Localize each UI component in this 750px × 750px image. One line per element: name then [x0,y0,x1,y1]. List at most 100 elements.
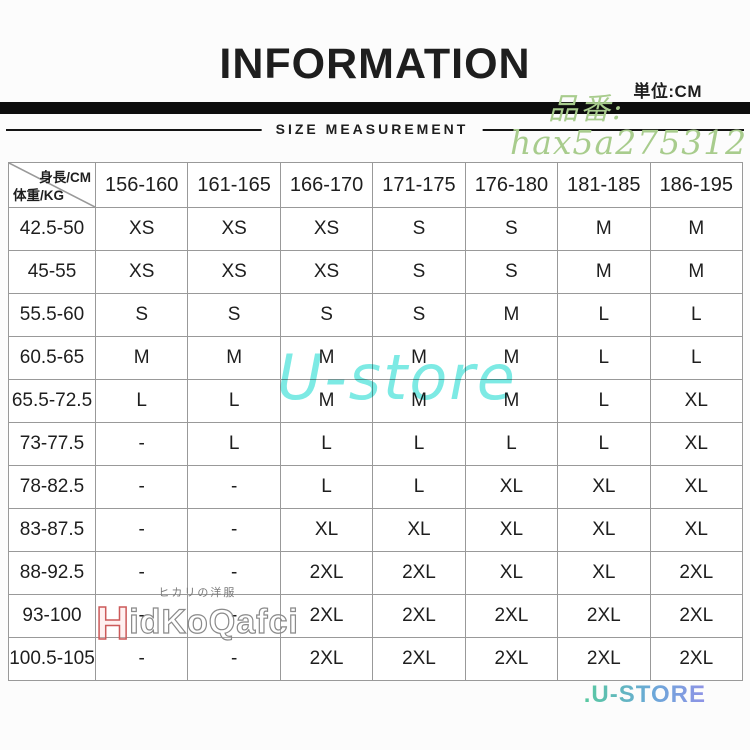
size-cell: M [464,379,559,423]
product-code-value: hax5a275312 [510,122,748,162]
table-row: 93-100- -2XL 2XL 2XL 2XL 2XL [8,594,744,638]
row-label: 65.5-72.5 [8,379,96,423]
product-code-watermark: 品番: hax5a275312 [510,94,747,160]
table-header-row: 身長/CM 体重/KG 156-160 161-165 166-170 171-175… [8,162,744,208]
corner-weight-label: 体重/KG [13,188,65,203]
size-cell: XS [279,207,374,251]
size-cell: M [279,336,374,380]
row-label: 78-82.5 [8,465,96,509]
size-cell: 2XL [279,594,374,638]
column-header: 156-160 [94,162,189,208]
size-cell: 2XL [372,551,466,595]
corner-height-label: 身長/CM [39,170,91,185]
logo-first-letter: H [95,597,130,649]
size-cell: L [187,379,281,423]
column-header: 181-185 [557,162,651,208]
row-label: 55.5-60 [8,293,96,337]
column-header: 166-170 [279,162,374,208]
size-cell: S [94,293,189,337]
row-label: 100.5-105 [8,637,96,681]
size-cell: XL [464,465,559,509]
size-cell: - [94,465,189,509]
table-row: 65.5-72.5 L L M M M L XL [8,379,744,423]
logo-subtext: ヒカリの洋服 [158,587,237,599]
size-cell: XL [279,508,374,552]
size-cell: 2XL [279,551,374,595]
row-label: 42.5-50 [8,207,96,251]
size-cell: L [372,422,466,466]
row-label: 88-92.5 [8,551,96,595]
corner-header-cell: 身長/CM 体重/KG [8,162,96,208]
hikari-logo: ヒカリの洋服 HidKoQafci [95,587,299,649]
row-label: 83-87.5 [8,508,96,552]
size-cell: S [372,293,466,337]
size-cell: XL [557,551,651,595]
size-cell: S [187,293,281,337]
size-cell: M [372,379,466,423]
size-cell: - [94,422,189,466]
size-cell: L [649,336,744,380]
size-cell: XS [94,250,189,294]
size-cell: 2XL [372,637,466,681]
size-cell: M [279,379,374,423]
size-cell: L [279,422,374,466]
table-row: 60.5-65 M M M M M L L [8,336,744,380]
logo-text: HidKoQafci [95,597,299,649]
size-cell: L [649,293,744,337]
size-cell: XL [649,508,744,552]
size-cell: L [557,336,651,380]
size-cell: - [187,594,281,638]
table-row: 55.5-60 S S S S M L L [8,293,744,337]
size-cell: M [649,207,744,251]
size-cell: 2XL [649,551,744,595]
logo-rest-letters: idKoQafci [129,603,299,641]
size-cell: L [464,422,559,466]
size-chart-table: 身長/CM 体重/KG 156-160 161-165 166-170 171-175… [8,162,744,681]
size-cell: 2XL [557,637,651,681]
divider-bar [0,102,750,114]
size-cell: - [187,637,281,681]
column-header: 176-180 [464,162,559,208]
size-cell: M [557,250,651,294]
product-code-prefix: 品番: [548,92,625,127]
size-cell: XL [464,551,559,595]
size-cell: XL [649,379,744,423]
size-cell: 2XL [649,594,744,638]
size-cell: M [187,336,281,380]
store-watermark-bottom: .U-STORE [583,681,706,708]
diagonal-line [9,163,95,207]
row-label: 73-77.5 [8,422,96,466]
size-cell: 2XL [464,594,559,638]
size-cell: 2XL [279,637,374,681]
column-header: 186-195 [649,162,744,208]
size-cell: M [464,336,559,380]
size-cell: XL [557,465,651,509]
table-row: 42.5-50 XS XS XS S S M M [8,207,744,251]
size-cell: XL [649,465,744,509]
size-cell: L [94,379,189,423]
table-row: 88-92.5- -2XL 2XL XL XL 2XL [8,551,744,595]
size-cell: XS [187,207,281,251]
size-cell: - [187,551,281,595]
size-cell: L [557,422,651,466]
row-label: 93-100 [8,594,96,638]
size-cell: 2XL [557,594,651,638]
table-row: 100.5-105- -2XL 2XL 2XL 2XL 2XL [8,637,744,681]
size-cell: 2XL [464,637,559,681]
size-cell: S [372,207,466,251]
size-cell: M [649,250,744,294]
table-row: 83-87.5- - XL XL XL XL XL [8,508,744,552]
column-header: 171-175 [372,162,466,208]
size-cell: M [94,336,189,380]
size-cell: XL [464,508,559,552]
size-cell: XL [557,508,651,552]
size-cell: - [187,465,281,509]
column-header: 161-165 [187,162,281,208]
size-cell: XL [649,422,744,466]
size-cell: XL [372,508,466,552]
size-cell: S [464,250,559,294]
size-cell: M [557,207,651,251]
size-cell: XS [187,250,281,294]
unit-label: 単位:CM [633,82,702,101]
